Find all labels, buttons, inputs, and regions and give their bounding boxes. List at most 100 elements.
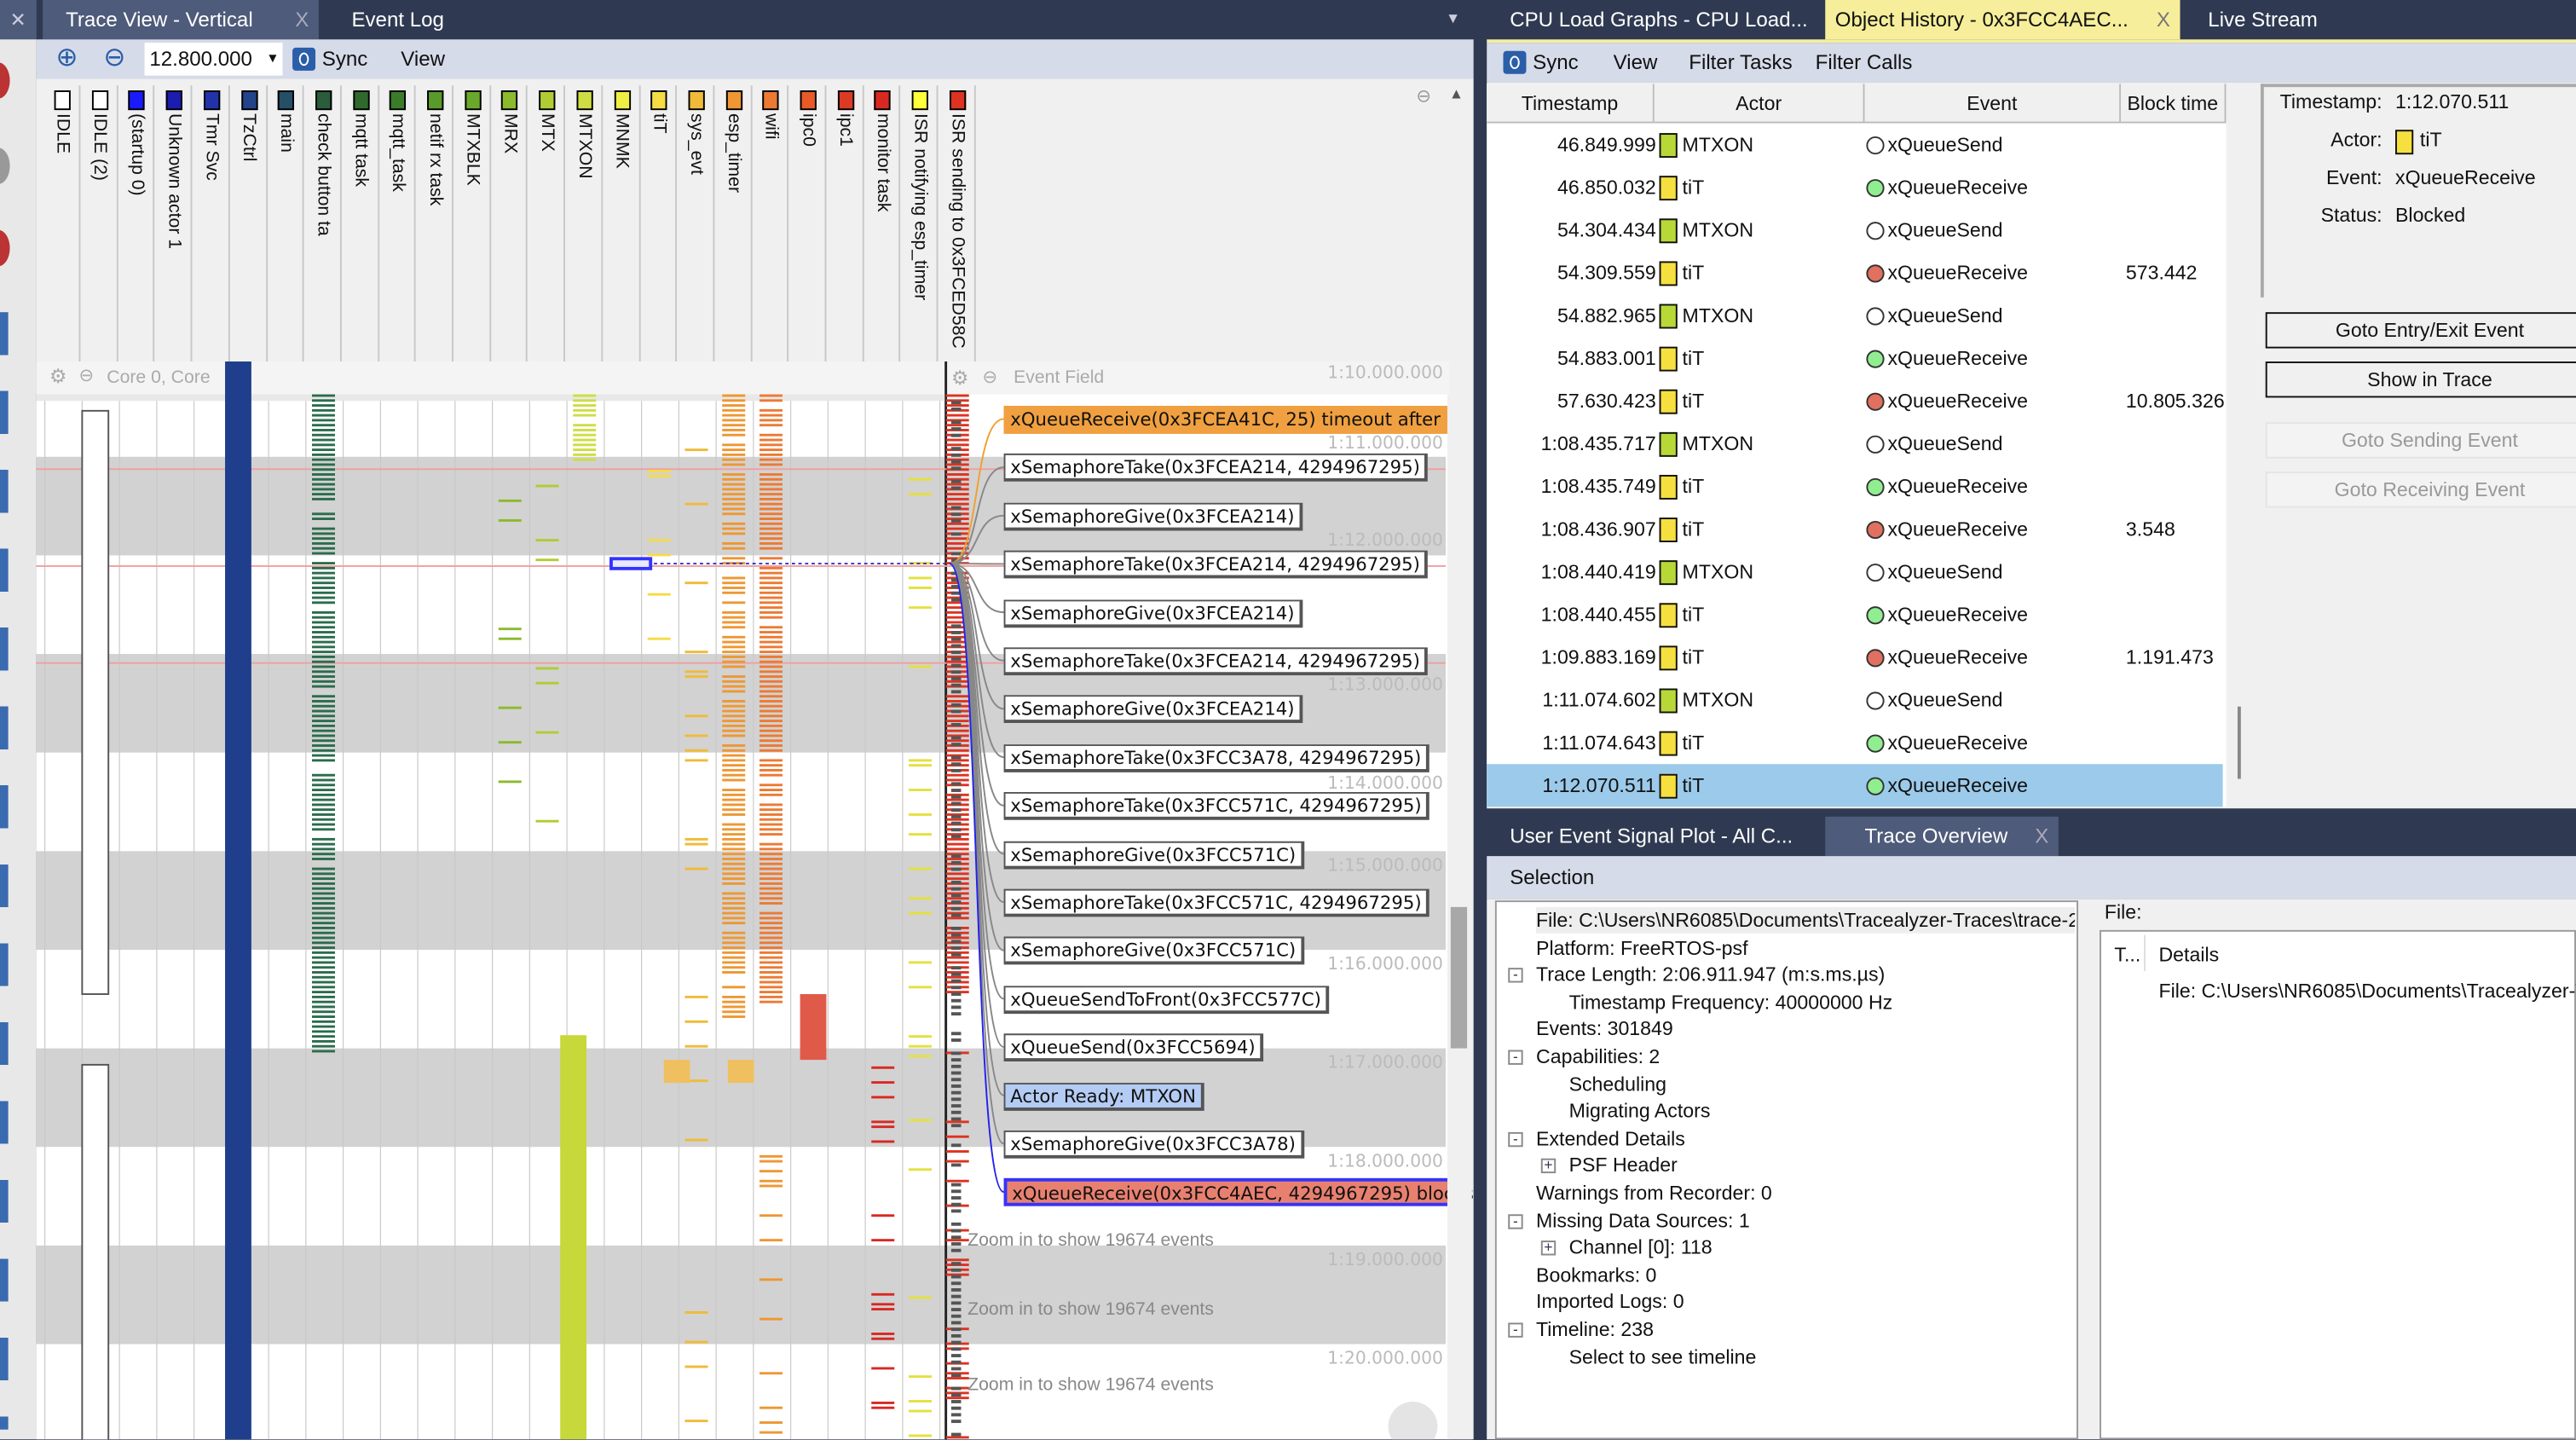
zoom-in-icon[interactable]: ⊕ bbox=[55, 44, 78, 72]
collapse-icon[interactable]: - bbox=[1508, 1322, 1523, 1338]
expand-icon[interactable]: + bbox=[1540, 1159, 1557, 1174]
scrollbar-thumb[interactable] bbox=[1450, 906, 1468, 1049]
tree-item[interactable]: Imported Logs: 0 bbox=[1536, 1290, 1684, 1314]
table-row[interactable]: 1:08.440.419 MTXON xQueueSend bbox=[1487, 551, 2222, 593]
actor-column-header[interactable]: MNMK bbox=[604, 85, 640, 362]
actor-column-header[interactable]: monitor task bbox=[865, 85, 901, 362]
actor-column-header[interactable]: Unknown actor 1 bbox=[156, 85, 193, 362]
table-row[interactable]: 1:08.435.717 MTXON xQueueSend bbox=[1487, 422, 2222, 465]
tree-item[interactable]: Capabilities: 2 bbox=[1536, 1044, 1661, 1068]
event-label[interactable]: xSemaphoreGive(0x3FCEA214) bbox=[1003, 696, 1303, 724]
event-label[interactable]: xQueueSendToFront(0x3FCC577C) bbox=[1003, 985, 1330, 1014]
actor-column-header[interactable]: IDLE (2) bbox=[82, 85, 118, 362]
view-menu[interactable]: View bbox=[401, 47, 446, 71]
event-label[interactable]: Actor Ready: MTXON bbox=[1003, 1082, 1204, 1111]
tree-item[interactable]: Trace Length: 2:06.911.947 (m:s.ms.µs) bbox=[1536, 963, 1886, 986]
actor-column-header[interactable]: tiT bbox=[641, 85, 678, 362]
actor-column-header[interactable]: mqtt task bbox=[343, 85, 379, 362]
event-field-collapse-icon[interactable]: ⊖ bbox=[982, 367, 998, 388]
tab-trace-view[interactable]: Trace View - Vertical X bbox=[43, 0, 319, 40]
tab-trace-overview[interactable]: Trace Overview X bbox=[1825, 816, 2059, 857]
goto-sending-button[interactable]: Goto Sending Event bbox=[2265, 422, 2576, 459]
actor-column-header[interactable]: esp_timer bbox=[716, 85, 752, 362]
pause-icon[interactable] bbox=[0, 147, 10, 184]
tree-item[interactable]: PSF Header bbox=[1568, 1154, 1678, 1177]
toolbar-icons[interactable] bbox=[0, 312, 9, 1430]
actor-column-header[interactable]: MTXBLK bbox=[454, 85, 491, 362]
sync-button[interactable]: Sync bbox=[292, 39, 367, 78]
table-row[interactable]: 54.309.559 tiT xQueueReceive 573.442 bbox=[1487, 252, 2222, 294]
col-actor[interactable]: Actor bbox=[1654, 84, 1865, 124]
table-row[interactable]: 57.630.423 tiT xQueueReceive 10.805.326 bbox=[1487, 379, 2225, 422]
event-label[interactable]: xSemaphoreGive(0x3FCEA214) bbox=[1003, 599, 1303, 627]
event-label[interactable]: xSemaphoreTake(0x3FCC571C, 4294967295) bbox=[1003, 888, 1430, 917]
collapse-core-icon[interactable]: ⊖ bbox=[78, 366, 95, 386]
table-row[interactable]: 54.883.001 tiT xQueueReceive bbox=[1487, 337, 2222, 379]
event-label[interactable]: xQueueSend(0x3FCC5694) bbox=[1003, 1033, 1264, 1062]
event-label[interactable]: xSemaphoreGive(0x3FCC571C) bbox=[1003, 937, 1304, 966]
actor-column-header[interactable]: (startup 0) bbox=[119, 85, 155, 362]
event-label[interactable]: xQueueReceive(0x3FCEA41C, 25) timeout af… bbox=[1003, 406, 1470, 434]
col-details[interactable]: Details bbox=[2158, 943, 2220, 967]
collapse-icon[interactable]: - bbox=[1508, 1213, 1523, 1229]
filter-tasks-menu[interactable]: Filter Tasks bbox=[1689, 50, 1793, 74]
actor-column-header[interactable]: main bbox=[269, 85, 304, 362]
tree-item[interactable]: Channel [0]: 118 bbox=[1568, 1235, 1713, 1259]
table-row[interactable]: 1:11.074.602 MTXON xQueueSend bbox=[1487, 679, 2222, 721]
view-menu[interactable]: View bbox=[1613, 50, 1658, 74]
tab-cpu-load[interactable]: CPU Load Graphs - CPU Load... bbox=[1487, 0, 1815, 39]
actor-column-header[interactable]: ISR notifying esp_timer bbox=[902, 85, 939, 362]
goto-entry-exit-button[interactable]: Goto Entry/Exit Event bbox=[2265, 312, 2576, 349]
table-row[interactable]: 1:08.436.907 tiT xQueueReceive 3.548 bbox=[1487, 508, 2222, 551]
tree-item[interactable]: Timeline: 238 bbox=[1536, 1317, 1655, 1341]
actor-column-header[interactable]: ISR sending to 0x3FCED58C bbox=[939, 85, 976, 362]
collapse-icon[interactable]: - bbox=[1508, 1050, 1523, 1065]
col-block-time[interactable]: Block time bbox=[2121, 84, 2227, 124]
collapse-icon[interactable]: - bbox=[1508, 968, 1523, 983]
actor-column-header[interactable]: MRX bbox=[492, 85, 528, 362]
tab-event-log[interactable]: Event Log bbox=[328, 0, 493, 39]
tree-item[interactable]: Timestamp Frequency: 40000000 Hz bbox=[1568, 990, 1893, 1014]
close-tab-icon[interactable]: X bbox=[2156, 8, 2170, 32]
collapse-icon[interactable]: ⊖ bbox=[1416, 87, 1432, 107]
show-in-trace-button[interactable]: Show in Trace bbox=[2265, 361, 2576, 398]
actor-column-header[interactable]: netif rx task bbox=[418, 85, 453, 362]
table-row[interactable]: 54.304.434 MTXON xQueueSend bbox=[1487, 209, 2222, 252]
expand-icon[interactable]: + bbox=[1540, 1240, 1557, 1256]
actor-column-header[interactable]: Tmr Svc bbox=[193, 85, 230, 362]
close-tab-icon[interactable]: X bbox=[2035, 824, 2049, 848]
chevron-down-icon[interactable]: ▼ bbox=[266, 50, 280, 67]
goto-receiving-button[interactable]: Goto Receiving Event bbox=[2265, 471, 2576, 508]
table-row[interactable]: 1:08.440.455 tiT xQueueReceive bbox=[1487, 593, 2222, 636]
col-event[interactable]: Event bbox=[1864, 84, 2122, 124]
tab-dropdown-icon[interactable]: ▼ bbox=[1446, 9, 1461, 26]
table-row[interactable]: 1:11.074.643 tiT xQueueReceive bbox=[1487, 721, 2222, 764]
tab-object-history[interactable]: Object History - 0x3FCC4AEC... X bbox=[1825, 0, 2180, 40]
table-row[interactable]: 46.849.999 MTXON xQueueSend bbox=[1487, 124, 2222, 166]
minimap-button[interactable] bbox=[1388, 1401, 1438, 1440]
event-label[interactable]: xSemaphoreTake(0x3FCEA214, 4294967295) bbox=[1003, 454, 1429, 483]
actor-column-header[interactable]: IDLE bbox=[44, 85, 81, 362]
vertical-scrollbar[interactable] bbox=[1447, 394, 1472, 1440]
event-label[interactable]: xSemaphoreGive(0x3FCC571C) bbox=[1003, 840, 1304, 869]
tree-item[interactable]: Extended Details bbox=[1536, 1126, 1685, 1150]
tree-item[interactable]: Bookmarks: 0 bbox=[1536, 1263, 1657, 1287]
tree-item[interactable]: Select to see timeline bbox=[1568, 1345, 1757, 1368]
tab-user-event-plot[interactable]: User Event Signal Plot - All C... bbox=[1487, 817, 1823, 856]
actor-column-header[interactable]: mqtt_task bbox=[380, 85, 417, 362]
selection-label[interactable]: Selection bbox=[1510, 865, 1595, 889]
sync-button[interactable]: Sync bbox=[1503, 43, 1579, 82]
event-label[interactable]: xSemaphoreGive(0x3FCEA214) bbox=[1003, 502, 1303, 531]
stop-icon[interactable] bbox=[0, 229, 10, 267]
table-row[interactable]: 1:09.883.169 tiT xQueueReceive 1.191.473 bbox=[1487, 636, 2222, 679]
tab-live-stream[interactable]: Live Stream bbox=[2185, 0, 2349, 39]
table-row[interactable]: 46.850.032 tiT xQueueReceive bbox=[1487, 166, 2222, 209]
close-icon[interactable]: ✕ bbox=[0, 0, 37, 40]
col-timestamp[interactable]: Timestamp bbox=[1487, 84, 1655, 124]
actor-column-header[interactable]: MTX bbox=[529, 85, 566, 362]
table-row[interactable]: 1:08.435.749 tiT xQueueReceive bbox=[1487, 465, 2222, 507]
event-label[interactable]: xSemaphoreGive(0x3FCC3A78) bbox=[1003, 1130, 1304, 1159]
collapse-icon[interactable]: - bbox=[1508, 1131, 1523, 1147]
zoom-out-icon[interactable]: ⊖ bbox=[103, 44, 126, 72]
actor-column-header[interactable]: TzCtrl bbox=[231, 85, 268, 362]
